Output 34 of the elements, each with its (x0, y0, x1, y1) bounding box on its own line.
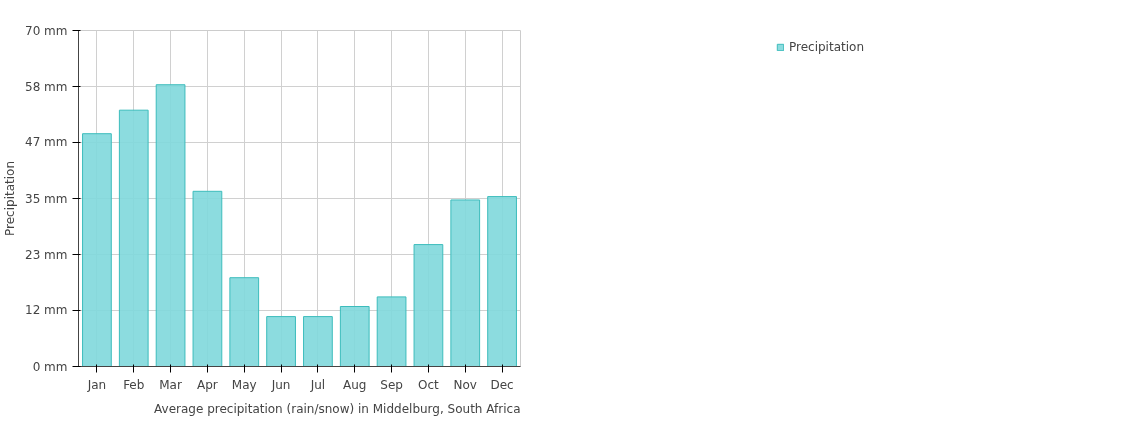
x-tick-label: Nov (453, 377, 477, 392)
x-tick-label: Oct (418, 377, 440, 392)
bar (229, 277, 260, 367)
bar (155, 84, 186, 367)
bar (450, 199, 481, 367)
x-tick-label: Jan (86, 377, 107, 392)
y-tick-label: 47 mm (25, 135, 68, 150)
x-tick-label: Aug (343, 377, 367, 392)
y-tick-label: 70 mm (25, 23, 68, 38)
y-tick-label: 0 mm (32, 359, 68, 374)
y-tick-label: 23 mm (25, 247, 68, 262)
bar (487, 196, 517, 367)
legend-label: Precipitation (788, 40, 865, 54)
bar (192, 190, 223, 367)
y-tick-label: 35 mm (25, 191, 68, 206)
bar (118, 109, 149, 367)
bar (266, 316, 296, 367)
bar (303, 316, 333, 367)
bar (413, 244, 444, 367)
x-tick-label: Dec (490, 377, 514, 392)
bar (376, 296, 407, 367)
x-tick-label: Jun (270, 377, 291, 392)
bar (82, 133, 112, 367)
text: Average precipitation (rain/snow) in Middelburg, South Africa (154, 401, 521, 416)
x-tick-label: Sep (380, 377, 403, 392)
y-tick-label: 12 mm (25, 303, 68, 318)
bar (339, 306, 370, 367)
x-tick-label: May (231, 377, 257, 392)
x-tick-label: Mar (159, 377, 182, 392)
x-tick-label: Apr (197, 377, 218, 392)
y-tick-label: 58 mm (25, 79, 68, 94)
x-tick-label: Jul (309, 377, 326, 392)
y-axis-title: Precipitation (3, 160, 18, 236)
x-tick-label: Feb (123, 377, 145, 392)
